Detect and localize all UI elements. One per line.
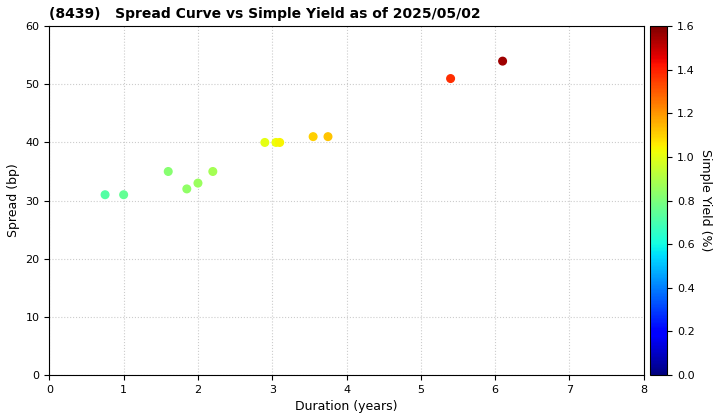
Point [274,139,285,146]
Y-axis label: Spread (bp): Spread (bp) [7,164,20,237]
X-axis label: Duration (years): Duration (years) [295,400,398,413]
Point [118,192,130,198]
Point [323,133,334,140]
Point [163,168,174,175]
Point [307,133,319,140]
Point [270,139,282,146]
Y-axis label: Simple Yield (%): Simple Yield (%) [698,150,711,252]
Point [207,168,219,175]
Point [192,180,204,186]
Point [497,58,508,65]
Point [181,186,192,192]
Text: (8439)   Spread Curve vs Simple Yield as of 2025/05/02: (8439) Spread Curve vs Simple Yield as o… [50,7,481,21]
Point [99,192,111,198]
Point [445,75,456,82]
Point [259,139,271,146]
